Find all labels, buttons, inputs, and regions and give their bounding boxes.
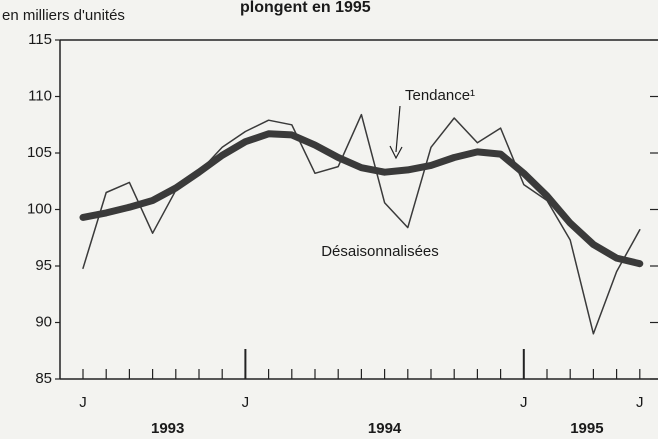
arrow-head xyxy=(389,145,403,160)
y-axis-label: en milliers d'unités xyxy=(2,7,125,24)
y-tick-label: 85 xyxy=(35,370,52,387)
year-label: 1995 xyxy=(570,420,603,437)
y-tick-label: 100 xyxy=(27,200,52,217)
x-tick-label: J xyxy=(79,394,87,411)
x-tick-label: J xyxy=(520,394,528,411)
annotation-arrow xyxy=(395,105,401,153)
series-line xyxy=(82,113,641,335)
y-tick-label: 95 xyxy=(35,257,52,274)
x-tick-label: J xyxy=(636,394,644,411)
y-tick-label: 105 xyxy=(27,144,52,161)
y-tick-label: 90 xyxy=(35,313,52,330)
year-label: 1993 xyxy=(151,420,184,437)
y-tick-label: 110 xyxy=(28,87,52,104)
year-label: 1994 xyxy=(368,420,402,437)
series-label: Désaisonnalisées xyxy=(321,243,439,260)
y-tick-label: 115 xyxy=(28,31,52,48)
x-tick-label: J xyxy=(242,394,250,411)
series-label: Tendance¹ xyxy=(405,87,475,104)
chart-title: plongent en 1995 xyxy=(240,0,371,16)
series-line xyxy=(79,130,644,268)
